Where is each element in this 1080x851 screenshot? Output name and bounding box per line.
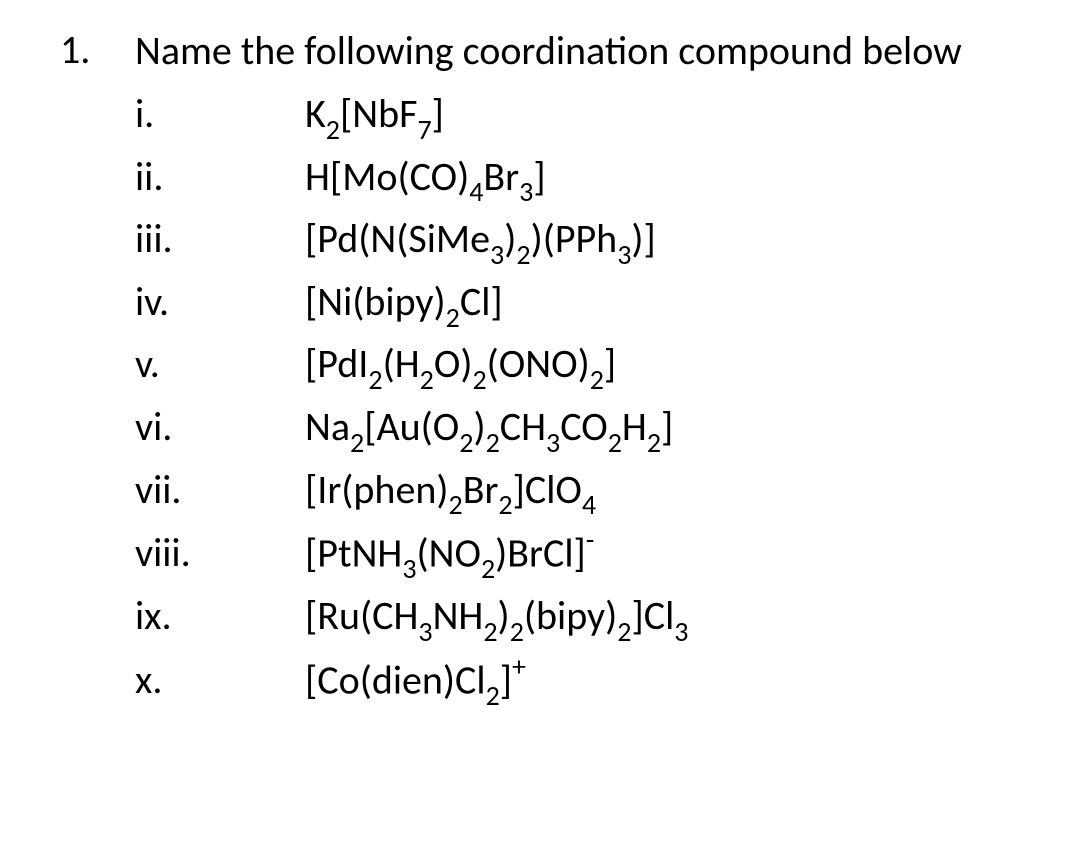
list-item: ix.[Ru(CH3NH2)2(bipy)2]Cl3 <box>135 587 1030 650</box>
item-label: x. <box>135 651 305 709</box>
question-block: 1. Name the following coordination compo… <box>50 25 1030 714</box>
list-item: iv.[Ni(bipy)2Cl] <box>135 273 1030 336</box>
item-formula: [Pd(N(SiMe3)2)(PPh3)] <box>305 210 1030 273</box>
item-label: iv. <box>135 273 305 331</box>
question-text: Name the following coordination compound… <box>135 25 1030 77</box>
list-item: vi.Na2[Au(O2)2CH3CO2H2] <box>135 398 1030 461</box>
item-formula: [PdI2(H2O)2(ONO)2] <box>305 335 1030 398</box>
list-item: i.K2[NbF7] <box>135 85 1030 148</box>
question-content: Name the following coordination compound… <box>135 25 1030 714</box>
item-formula: [PtNH3(NO2)BrCl]- <box>305 523 1030 587</box>
item-label: ix. <box>135 587 305 645</box>
item-formula: Na2[Au(O2)2CH3CO2H2] <box>305 398 1030 461</box>
item-formula: [Ir(phen)2Br2]ClO4 <box>305 461 1030 524</box>
list-item: x.[Co(dien)Cl2]+ <box>135 650 1030 714</box>
list-item: iii.[Pd(N(SiMe3)2)(PPh3)] <box>135 210 1030 273</box>
item-formula: [Ni(bipy)2Cl] <box>305 273 1030 336</box>
list-item: vii.[Ir(phen)2Br2]ClO4 <box>135 461 1030 524</box>
list-item: ii.H[Mo(CO)4Br3] <box>135 148 1030 211</box>
item-label: iii. <box>135 210 305 268</box>
item-label: vi. <box>135 398 305 456</box>
item-label: i. <box>135 85 305 143</box>
item-list: i.K2[NbF7]ii.H[Mo(CO)4Br3]iii.[Pd(N(SiMe… <box>135 85 1030 714</box>
question-number: 1. <box>50 25 135 74</box>
item-label: v. <box>135 335 305 393</box>
item-label: ii. <box>135 148 305 206</box>
item-formula: K2[NbF7] <box>305 85 1030 148</box>
item-formula: [Ru(CH3NH2)2(bipy)2]Cl3 <box>305 587 1030 650</box>
item-formula: H[Mo(CO)4Br3] <box>305 148 1030 211</box>
item-label: viii. <box>135 524 305 582</box>
list-item: v.[PdI2(H2O)2(ONO)2] <box>135 335 1030 398</box>
item-label: vii. <box>135 461 305 519</box>
item-formula: [Co(dien)Cl2]+ <box>305 650 1030 714</box>
list-item: viii.[PtNH3(NO2)BrCl]- <box>135 523 1030 587</box>
